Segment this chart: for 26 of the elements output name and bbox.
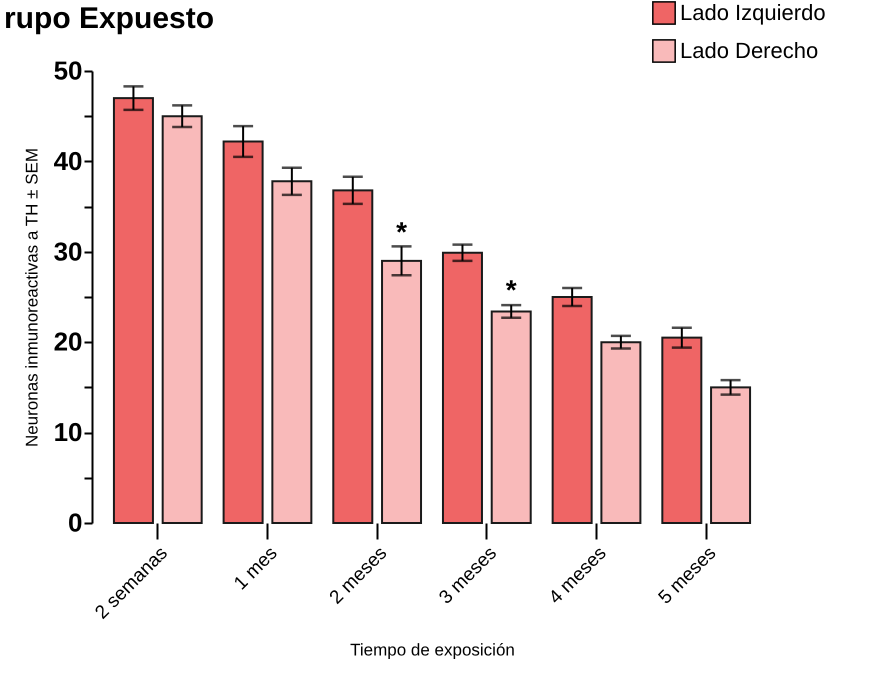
bar bbox=[222, 140, 264, 524]
bar bbox=[162, 115, 203, 524]
bar bbox=[271, 180, 312, 524]
y-axis-title: Neuronas inmunoreactivas a TH ± SEM bbox=[22, 148, 42, 448]
bar bbox=[710, 386, 752, 524]
x-tick-label: 1 mes bbox=[230, 542, 282, 594]
y-tick-label: 50 bbox=[54, 56, 82, 86]
bar bbox=[332, 189, 374, 524]
bar bbox=[112, 97, 154, 524]
legend-label: Lado Izquierdo bbox=[680, 0, 826, 25]
x-axis-title: Tiempo de exposición bbox=[350, 640, 515, 660]
y-tick-label: 20 bbox=[54, 326, 82, 357]
bar bbox=[442, 252, 483, 524]
legend-label: Lado Derecho bbox=[680, 38, 818, 63]
y-tick-label: 40 bbox=[54, 146, 82, 176]
annotation: * bbox=[506, 274, 517, 306]
bar bbox=[600, 341, 642, 524]
y-tick-label: 30 bbox=[54, 236, 82, 266]
chart-title: rupo Expuesto bbox=[4, 2, 214, 35]
bar bbox=[661, 336, 702, 524]
y-tick-label: 0 bbox=[68, 508, 82, 538]
annotation: * bbox=[396, 216, 408, 248]
y-tick-label: 10 bbox=[54, 417, 82, 448]
bar bbox=[552, 296, 593, 524]
bar bbox=[381, 260, 422, 524]
bar bbox=[490, 310, 532, 524]
